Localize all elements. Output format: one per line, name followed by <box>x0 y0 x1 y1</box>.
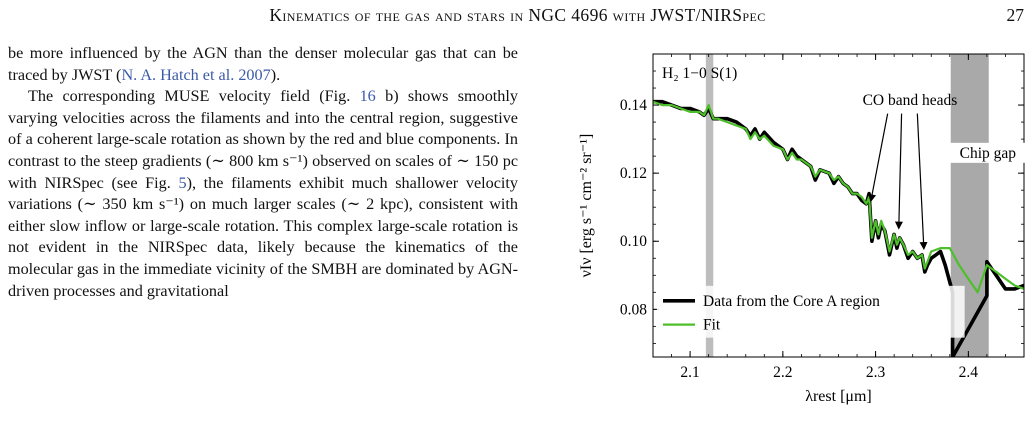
running-header: Kinematics of the gas and stars in NGC 4… <box>0 5 1035 31</box>
paragraph-1: be more influenced by the AGN than the d… <box>8 43 518 86</box>
y-tick-label-1: 0.10 <box>620 233 647 250</box>
paragraph-2-text-c: ), the filaments exhibit much shallower … <box>8 173 519 300</box>
x-tick-label-1: 2.2 <box>773 364 792 381</box>
co-arrow-0 <box>868 113 889 203</box>
chip-gap-label-bg <box>947 142 1028 163</box>
figure-ref-5[interactable]: 5 <box>178 173 187 192</box>
legend-bg <box>657 285 965 338</box>
body-text-column: be more influenced by the AGN than the d… <box>8 43 518 302</box>
co-bandheads-label: CO band heads <box>863 92 958 109</box>
x-axis-label: λrest [μm] <box>805 388 872 405</box>
figure-spectrum: 2.1 2.2 2.3 2.4 0.08 0.10 0.12 0.14 λrest [μm] νI… <box>545 0 1035 429</box>
y-tick-label-2: 0.12 <box>620 165 647 182</box>
co-arrow-2 <box>916 113 928 251</box>
h2-line-label: H₂ 1−0 S(1) <box>662 65 737 82</box>
shaded-region-0 <box>705 54 714 357</box>
chip-gap-label: Chip gap <box>960 145 1017 162</box>
paragraph-2: The corresponding MUSE velocity field (F… <box>8 86 518 302</box>
figure-ref-16[interactable]: 16 <box>359 87 376 106</box>
paragraph-2-text-b: b) shows smoothly varying velocities acr… <box>8 87 518 192</box>
legend-label-1: Fit <box>703 317 721 334</box>
x-tick-label-3: 2.4 <box>959 364 979 381</box>
citation-link[interactable]: N. A. Hatch et al. 2007 <box>121 65 271 84</box>
series-line-0 <box>653 99 1024 357</box>
paragraph-1-end: ). <box>270 65 281 84</box>
series-line-1 <box>653 100 1024 294</box>
spectrum-chart: 2.1 2.2 2.3 2.4 0.08 0.10 0.12 0.14 λrest [μm] νI… <box>578 53 1028 405</box>
legend-label-0: Data from the Core A region <box>703 293 880 310</box>
paragraph-2-text-a: The corresponding MUSE velocity field (F… <box>28 87 360 106</box>
x-tick-label-0: 2.1 <box>680 364 699 381</box>
page-number: 27 <box>1006 5 1025 25</box>
y-tick-label-3: 0.14 <box>620 97 647 114</box>
co-arrow-1 <box>894 113 903 230</box>
running-title: Kinematics of the gas and stars in NGC 4… <box>269 5 766 25</box>
x-tick-label-2: 2.3 <box>866 364 886 381</box>
y-tick-label-0: 0.08 <box>620 301 647 318</box>
series-group <box>653 99 1024 357</box>
paragraph-1-text: be more influenced by the AGN than the d… <box>8 44 518 84</box>
y-axis-label: νIν [erg s⁻¹ cm⁻² sr⁻¹] <box>578 134 595 278</box>
